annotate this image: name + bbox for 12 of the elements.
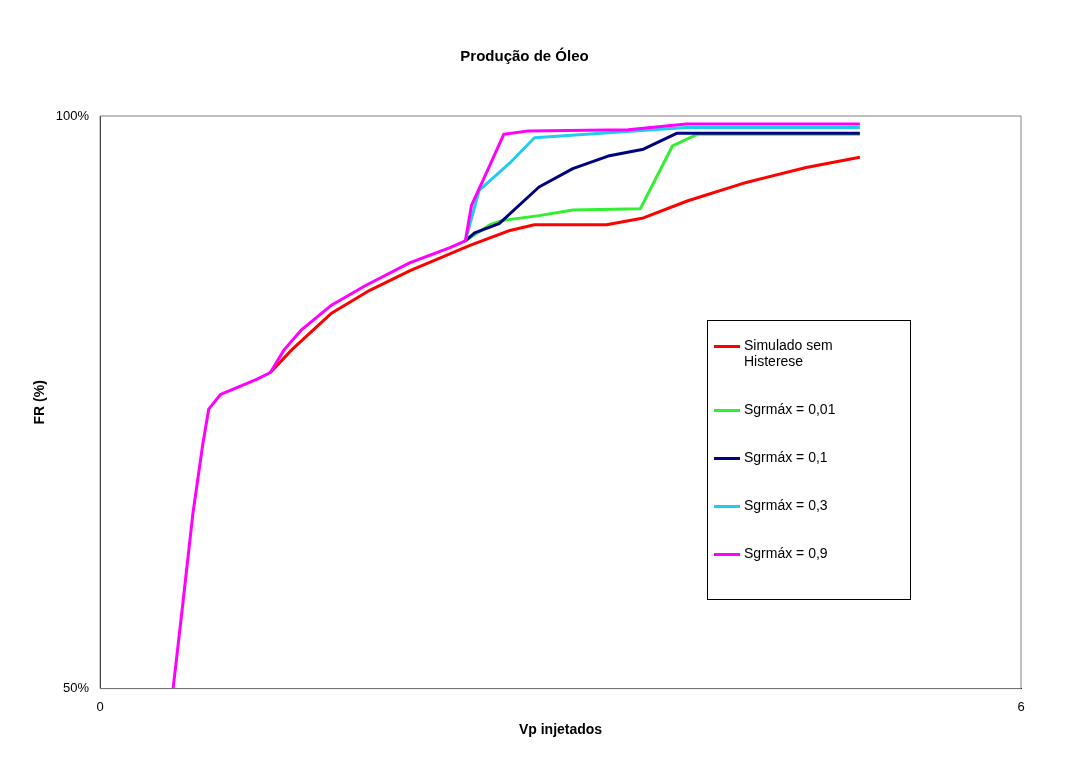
y-axis-title: FR (%) xyxy=(31,380,48,425)
x-tick-label: 0 xyxy=(96,698,104,714)
y-tick-label: 50% xyxy=(63,680,90,696)
legend-label: Sgrmáx = 0,1 xyxy=(744,449,829,465)
x-tick-label: 6 xyxy=(1017,698,1025,714)
legend-label: Simulado sem Histerese xyxy=(744,337,834,369)
y-tick-label: 100% xyxy=(55,107,90,123)
legend-label: Sgrmáx = 0,01 xyxy=(744,401,837,417)
legend-label: Sgrmáx = 0,9 xyxy=(744,545,829,561)
chart-title: Produção de Óleo xyxy=(460,47,589,65)
legend-label: Sgrmáx = 0,3 xyxy=(744,497,829,513)
x-axis-title: Vp injetados xyxy=(518,721,603,738)
